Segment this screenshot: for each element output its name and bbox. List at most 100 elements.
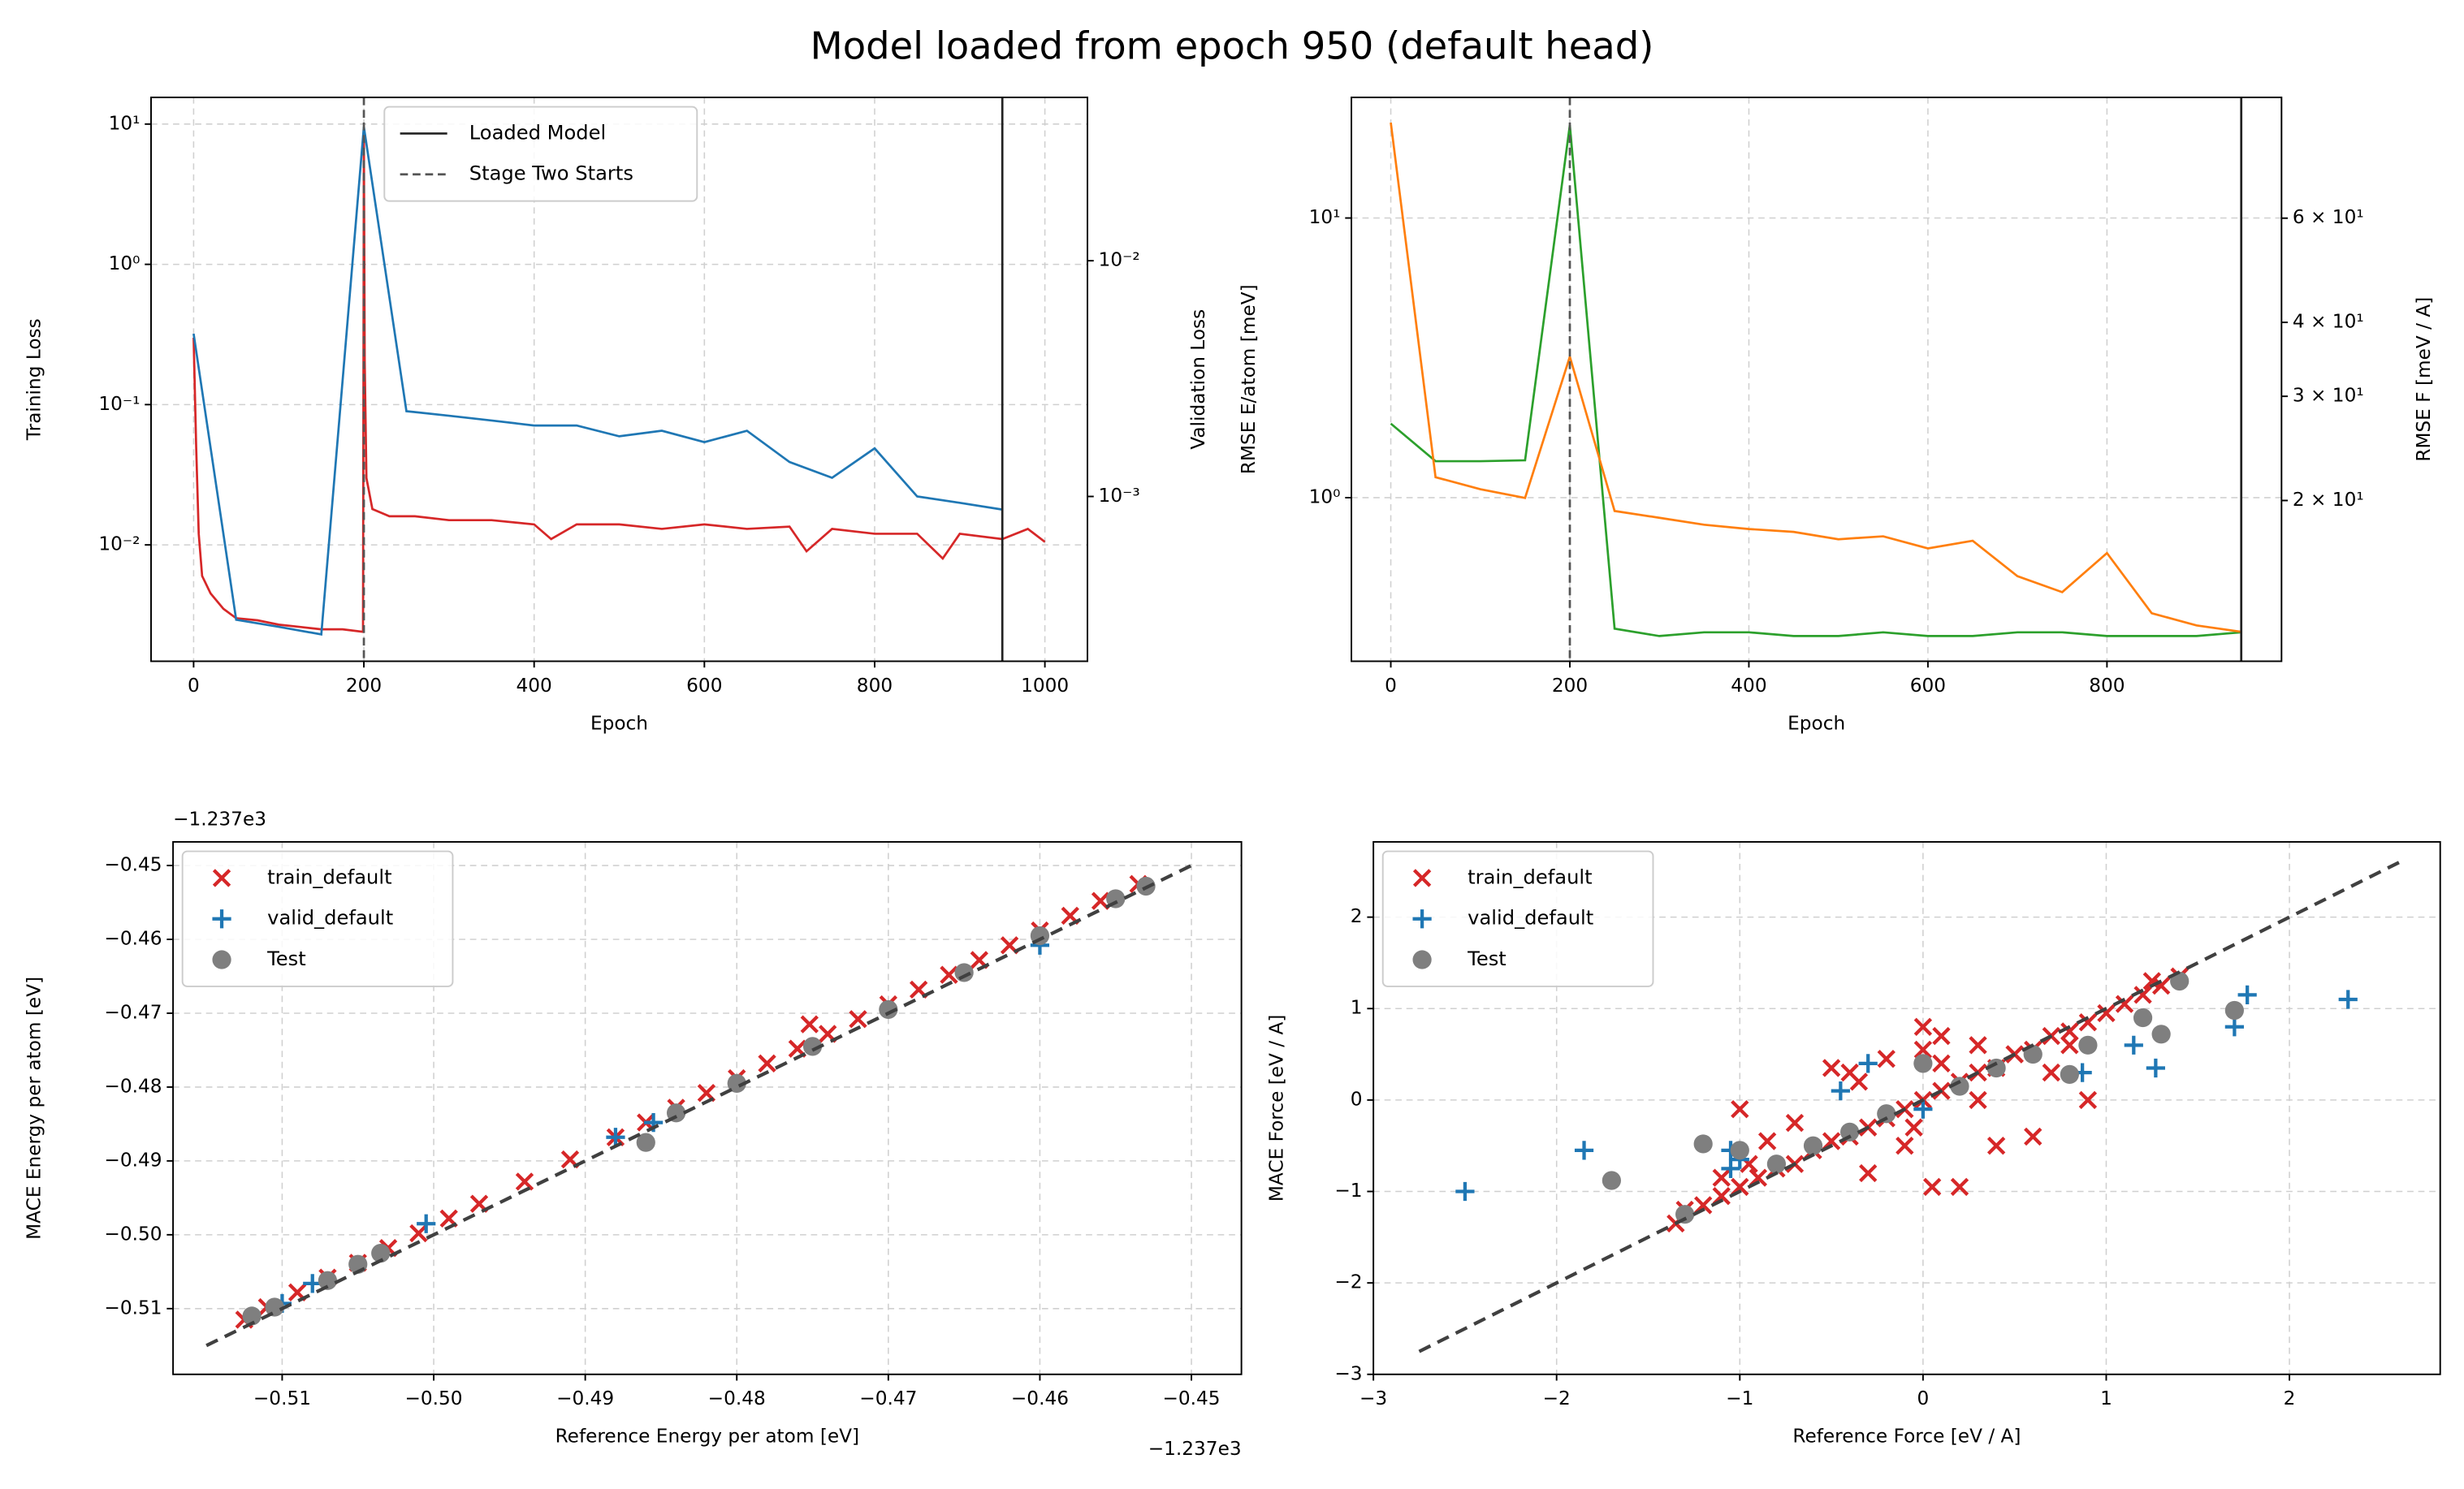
point: [1731, 1177, 1749, 1197]
point: [940, 965, 958, 984]
point: [1693, 1196, 1713, 1215]
point: [1831, 1081, 1850, 1101]
legend-label: valid_default: [267, 907, 393, 930]
axes-frame: [1372, 840, 2441, 1375]
y-tick-label: −0.49: [104, 1149, 162, 1171]
x-tick-label: −0.51: [253, 1388, 311, 1409]
point: [849, 1010, 867, 1029]
x-tick-label: 1000: [1021, 675, 1069, 697]
x-tick-label: −3: [1360, 1388, 1387, 1409]
legend-swatch: [212, 950, 231, 969]
axes-frame: [172, 840, 1243, 1375]
x-tick-label: −0.46: [1011, 1388, 1069, 1409]
point: [2124, 1035, 2143, 1055]
y-offset-label: −1.237e3: [173, 808, 266, 830]
subplot: 0 200 400 600 800 10⁰ 10¹ 2 × 10¹ 3 × 10¹ 4 × 10¹…: [1238, 96, 2435, 734]
legend-box: [181, 850, 454, 987]
axes-frame: [150, 96, 1088, 662]
point: [1766, 1155, 1787, 1174]
legend-label: Stage Two Starts: [469, 162, 633, 185]
legend-label: Loaded Model: [469, 121, 606, 144]
point: [2142, 972, 2162, 991]
point: [802, 1037, 823, 1056]
y-tick-label: −0.48: [104, 1075, 162, 1097]
point: [2097, 1003, 2116, 1023]
point: [1922, 1177, 1942, 1197]
point: [2023, 1044, 2043, 1064]
x-axis-label: Epoch: [1787, 712, 1845, 734]
x-tick-label: −0.45: [1162, 1388, 1220, 1409]
point: [242, 1306, 262, 1326]
legend-label: Test: [1467, 947, 1506, 970]
x-tick-label: −0.50: [404, 1388, 462, 1409]
y-axis-label: RMSE E/atom [meV]: [1238, 284, 1260, 474]
x-tick-label: −2: [1543, 1388, 1571, 1409]
point: [1896, 1137, 1914, 1155]
point: [2060, 1064, 2079, 1084]
point: [2024, 1127, 2043, 1146]
point: [1913, 1099, 1933, 1119]
point: [954, 963, 974, 982]
point: [417, 1214, 436, 1233]
legend: train_default valid_default Test: [181, 850, 454, 987]
point: [1749, 1168, 1768, 1187]
legend-label: Test: [266, 947, 306, 970]
point: [879, 999, 898, 1020]
point: [1840, 1122, 1860, 1142]
y2-tick-label: 10⁻²: [1099, 249, 1140, 271]
y2-tick-label: 3 × 10¹: [2293, 385, 2364, 407]
series-line: [192, 126, 1003, 636]
series-line: [192, 137, 1046, 633]
legend-swatch: [212, 909, 231, 929]
x-tick-label: 200: [346, 675, 382, 697]
y-tick-label: −3: [1334, 1362, 1362, 1384]
y-tick-label: −2: [1334, 1271, 1362, 1293]
point: [2338, 990, 2358, 1009]
y-axis-label: MACE Force [eV / A]: [1266, 1015, 1288, 1202]
point: [1913, 1040, 1933, 1060]
x-tick-label: 400: [1731, 675, 1766, 697]
axes-frame: [1351, 96, 2283, 662]
x-tick-label: 0: [1385, 675, 1397, 697]
x-tick-label: 1: [2100, 1388, 2112, 1409]
y-tick-label: 10⁻¹: [98, 393, 140, 415]
series-line: [1390, 124, 2241, 637]
y-axis-label: Training Loss: [23, 318, 45, 441]
x-offset-label: −1.237e3: [1148, 1438, 1242, 1460]
subplot: −0.51 −0.50 −0.49 −0.48 −0.47 −0.46 −0.45 −0.51…: [23, 808, 1243, 1460]
point: [1913, 1017, 1933, 1036]
point: [1932, 1026, 1951, 1046]
point: [1877, 1104, 1896, 1124]
point: [1731, 1099, 1749, 1119]
point: [1969, 1036, 1987, 1055]
point: [2224, 1000, 2244, 1021]
point: [800, 1015, 819, 1034]
point: [1712, 1186, 1731, 1206]
point: [1849, 1073, 1869, 1091]
x-tick-label: 600: [1910, 675, 1946, 697]
point: [409, 1224, 428, 1243]
point: [371, 1243, 391, 1263]
point: [1858, 1054, 1878, 1073]
point: [2078, 1090, 2098, 1110]
point: [1757, 1132, 1777, 1150]
y2-axis-label: Validation Loss: [1187, 309, 1209, 450]
y-tick-label: −0.50: [104, 1223, 162, 1245]
legend-label: train_default: [267, 865, 391, 888]
y-tick-label: 10¹: [109, 112, 140, 134]
subplot: 0 200 400 600 800 1000 10⁻² 10⁻¹ 10⁰ 10¹ 10⁻³ 10⁻² E…: [23, 96, 1209, 734]
point: [1986, 1137, 2006, 1155]
x-axis-label: Reference Force [eV / A]: [1792, 1426, 2021, 1448]
point: [2115, 995, 2134, 1013]
y-tick-label: 1: [1351, 997, 1363, 1019]
legend: Loaded Model Stage Two Starts: [383, 106, 698, 202]
point: [318, 1271, 338, 1290]
y-tick-label: 10⁰: [1309, 486, 1341, 507]
legend-box: [1381, 850, 1654, 987]
y2-tick-label: 10⁻³: [1099, 485, 1140, 507]
y2-tick-label: 6 × 10¹: [2293, 206, 2364, 228]
legend-swatch: [1412, 869, 1432, 887]
y-tick-label: 10⁰: [109, 252, 140, 274]
point: [2078, 1012, 2098, 1032]
y-tick-label: 2: [1351, 905, 1363, 927]
